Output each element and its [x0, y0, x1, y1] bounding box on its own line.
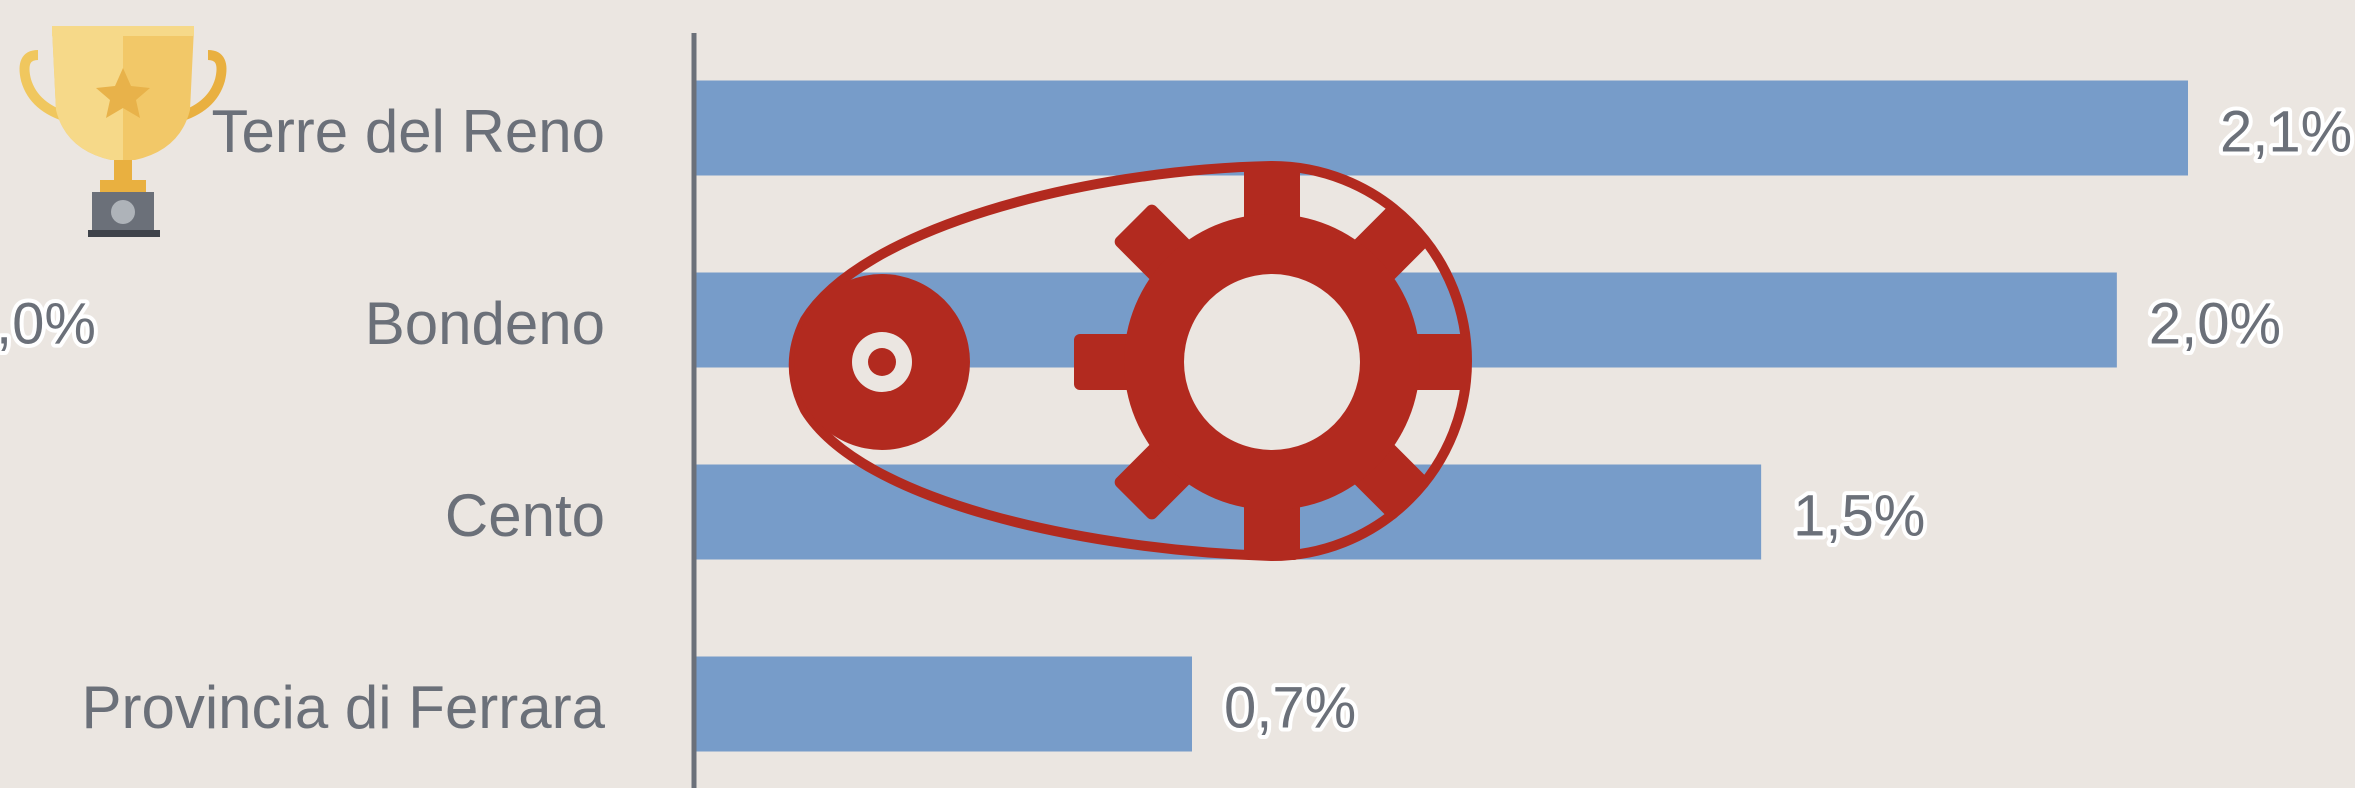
- labels: Terre del Reno 2,1% Bondeno 2,0% Cento 1,5% Pr…: [0, 95, 2355, 744]
- annotation: ,0%: [0, 291, 96, 356]
- category-label: Bondeno: [365, 290, 605, 357]
- value-label: 2,0%: [2149, 291, 2281, 356]
- value-label: 0,7%: [1224, 675, 1356, 740]
- trophy-icon: [19, 26, 227, 237]
- bar: [694, 656, 1192, 752]
- value-label: 2,1%: [2220, 99, 2352, 164]
- category-label: Provincia di Ferrara: [81, 674, 605, 741]
- bar: [694, 80, 2188, 176]
- category-label: Terre del Reno: [211, 98, 605, 165]
- gear-icon: [788, 160, 1472, 562]
- value-label: 1,5%: [1793, 483, 1925, 548]
- category-label: Cento: [445, 482, 605, 549]
